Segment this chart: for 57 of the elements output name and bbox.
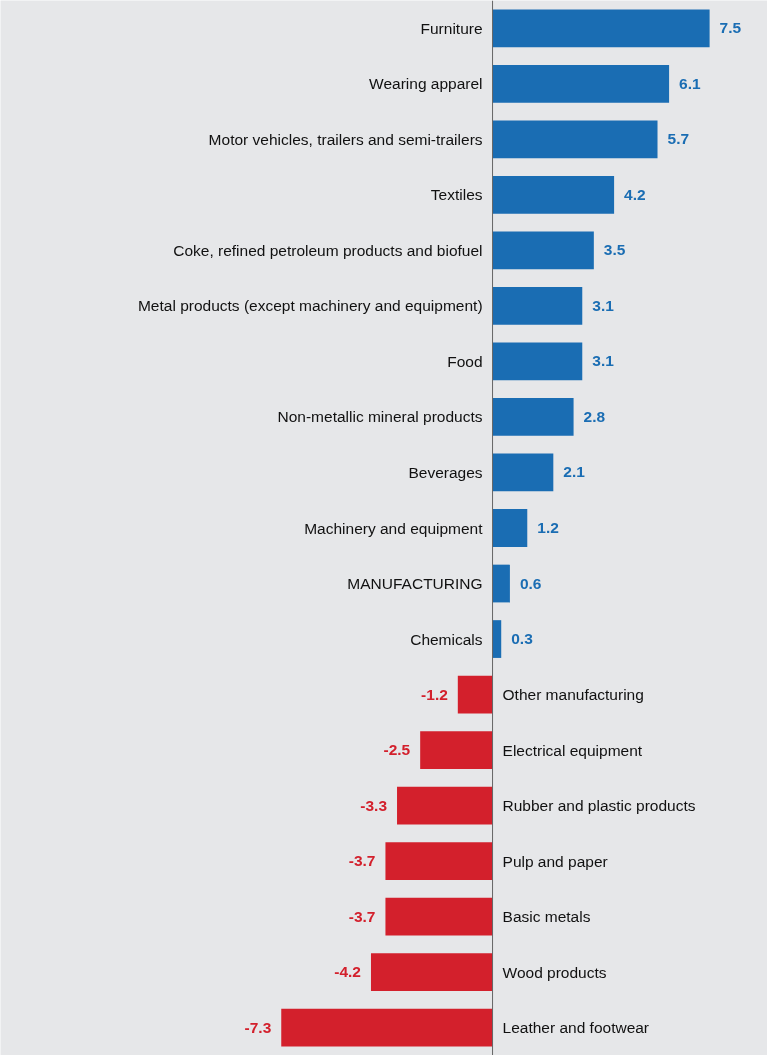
data-label: 5.7: [667, 130, 690, 148]
bar: [385, 897, 493, 936]
bar: [457, 675, 493, 714]
bar: [492, 620, 502, 658]
bar: [370, 953, 493, 992]
y-tick-label: Basic metals: [502, 908, 591, 926]
data-label: 6.1: [679, 74, 702, 92]
bar: [492, 453, 554, 492]
y-tick-label: Machinery and equipment: [304, 519, 484, 537]
data-label: 1.2: [537, 519, 559, 536]
data-label: -3.7: [348, 907, 376, 925]
y-tick-label: Chemicals: [410, 630, 483, 648]
data-label: -3.3: [360, 796, 388, 814]
bar: [281, 1008, 493, 1047]
bar: [492, 120, 658, 159]
y-tick-label: Other manufacturing: [502, 686, 644, 704]
y-tick-label: Rubber and plastic products: [502, 797, 696, 815]
data-label: 2.1: [563, 463, 586, 481]
y-tick-label: Metal products (except machinery and equipment): [137, 297, 483, 315]
data-label: 0.6: [519, 574, 542, 592]
bar: [492, 9, 710, 48]
bar: [385, 842, 493, 881]
bar: [492, 564, 510, 603]
y-tick-label: Food: [447, 352, 483, 370]
y-tick-label: Furniture: [420, 19, 483, 37]
data-label: 3.1: [592, 352, 615, 370]
data-label: 2.8: [583, 407, 606, 425]
bar: [492, 398, 574, 436]
y-tick-label: Electrical equipment: [502, 741, 643, 759]
bar: [492, 287, 583, 325]
y-tick-label: Motor vehicles, trailers and semi-trailers: [208, 130, 483, 148]
y-tick-label: Beverages: [408, 463, 483, 481]
y-tick-label: Leather and footwear: [502, 1019, 650, 1037]
data-label: 0.3: [511, 630, 534, 648]
y-tick-label: Wood products: [502, 963, 607, 981]
data-label: -7.3: [244, 1018, 272, 1036]
bar: [492, 342, 583, 381]
data-label: -3.7: [348, 852, 376, 870]
data-label: 3.5: [603, 241, 626, 259]
y-tick-label: Pulp and paper: [502, 852, 608, 870]
bar: [397, 786, 493, 825]
bar: [492, 231, 594, 270]
data-label: 7.5: [719, 19, 742, 37]
y-tick-label: MANUFACTURING: [347, 575, 483, 593]
y-tick-label: Coke, refined petroleum products and biofuel: [173, 241, 483, 259]
data-label: -2.5: [383, 741, 411, 759]
data-label: 3.1: [592, 296, 615, 314]
data-label: -4.2: [334, 963, 361, 981]
y-tick-label: Non-metallic mineral products: [277, 408, 483, 426]
data-label: 4.2: [624, 185, 646, 203]
bar: [420, 731, 493, 769]
data-label: -1.2: [421, 685, 448, 703]
y-tick-label: Wearing apparel: [369, 75, 483, 93]
y-tick-label: Textiles: [430, 186, 483, 204]
bar: [492, 175, 615, 214]
bar: [492, 64, 670, 103]
bar: [492, 509, 528, 547]
